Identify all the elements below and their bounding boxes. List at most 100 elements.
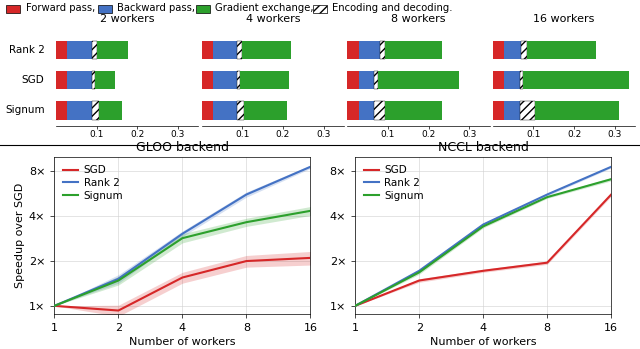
Bar	[98, 5, 112, 13]
Bar	[67, 40, 92, 59]
Bar	[520, 101, 535, 120]
Bar	[347, 101, 358, 120]
Signum	[243, 220, 250, 224]
Line: Rank 2: Rank 2	[355, 167, 611, 306]
Signum	[51, 304, 58, 308]
Bar	[535, 101, 618, 120]
Rank 2	[51, 304, 58, 308]
Y-axis label: Speedup over SGD: Speedup over SGD	[15, 183, 25, 288]
Bar	[524, 71, 629, 89]
SGD	[543, 261, 551, 265]
Bar	[56, 71, 67, 89]
SGD	[243, 259, 250, 263]
Bar	[92, 101, 99, 120]
Text: Rank 2: Rank 2	[9, 45, 45, 55]
Bar	[56, 101, 67, 120]
SGD	[351, 304, 359, 308]
SGD	[179, 275, 186, 280]
Bar	[385, 40, 442, 59]
SGD	[607, 192, 615, 196]
Bar	[92, 40, 97, 59]
Text: Gradient exchange,: Gradient exchange,	[215, 3, 314, 13]
Line: Rank 2: Rank 2	[54, 167, 310, 306]
Bar	[374, 71, 378, 89]
X-axis label: Number of workers: Number of workers	[430, 337, 536, 347]
Bar	[240, 71, 289, 89]
Bar	[97, 40, 127, 59]
Bar	[520, 71, 524, 89]
Bar	[374, 101, 385, 120]
Bar	[237, 40, 242, 59]
Bar	[67, 71, 92, 89]
Bar	[378, 71, 459, 89]
Text: Signum: Signum	[5, 105, 45, 116]
Bar	[196, 5, 210, 13]
Title: 2 workers: 2 workers	[100, 14, 154, 24]
Line: Signum: Signum	[355, 179, 611, 306]
Rank 2	[243, 192, 250, 196]
Signum	[351, 304, 359, 308]
Signum	[415, 270, 423, 274]
Signum	[307, 209, 314, 213]
Bar	[493, 40, 504, 59]
Bar	[6, 5, 20, 13]
Bar	[95, 71, 115, 89]
SGD	[307, 256, 314, 260]
Bar	[521, 40, 527, 59]
Bar	[202, 101, 213, 120]
Title: NCCL backend: NCCL backend	[438, 141, 529, 155]
Bar	[92, 71, 95, 89]
Legend: SGD, Rank 2, Signum: SGD, Rank 2, Signum	[60, 162, 126, 204]
Rank 2	[351, 304, 359, 308]
Bar	[244, 101, 287, 120]
Rank 2	[479, 222, 487, 227]
Bar	[242, 40, 291, 59]
Bar	[347, 40, 358, 59]
Line: SGD: SGD	[54, 258, 310, 311]
Bar	[504, 71, 520, 89]
Bar	[504, 40, 521, 59]
Bar	[56, 40, 67, 59]
Bar	[347, 71, 358, 89]
Bar	[237, 101, 244, 120]
Rank 2	[307, 165, 314, 169]
Signum	[607, 177, 615, 181]
SGD	[415, 279, 423, 283]
Title: 16 workers: 16 workers	[533, 14, 595, 24]
SGD	[115, 309, 122, 313]
Bar	[99, 101, 122, 120]
Bar	[202, 40, 213, 59]
Bar	[380, 40, 385, 59]
Bar	[358, 40, 380, 59]
Bar	[504, 101, 520, 120]
Title: 8 workers: 8 workers	[391, 14, 445, 24]
SGD	[51, 304, 58, 308]
Signum	[115, 279, 122, 283]
Bar	[213, 40, 237, 59]
Bar	[202, 71, 213, 89]
Rank 2	[415, 269, 423, 273]
Rank 2	[543, 192, 551, 196]
Line: SGD: SGD	[355, 194, 611, 306]
Legend: SGD, Rank 2, Signum: SGD, Rank 2, Signum	[360, 162, 427, 204]
Bar	[313, 5, 327, 13]
Text: SGD: SGD	[22, 75, 45, 85]
Signum	[479, 224, 487, 229]
Bar	[67, 101, 92, 120]
Text: Forward pass,: Forward pass,	[26, 3, 95, 13]
Text: Backward pass,: Backward pass,	[117, 3, 195, 13]
Bar	[527, 40, 596, 59]
SGD	[479, 269, 487, 273]
Bar	[358, 101, 374, 120]
Bar	[385, 101, 442, 120]
Bar	[493, 101, 504, 120]
Title: 4 workers: 4 workers	[246, 14, 300, 24]
Rank 2	[115, 277, 122, 281]
Signum	[543, 195, 551, 199]
Title: GLOO backend: GLOO backend	[136, 141, 229, 155]
Bar	[493, 71, 504, 89]
X-axis label: Number of workers: Number of workers	[129, 337, 236, 347]
Bar	[358, 71, 374, 89]
Bar	[213, 101, 237, 120]
Bar	[213, 71, 237, 89]
